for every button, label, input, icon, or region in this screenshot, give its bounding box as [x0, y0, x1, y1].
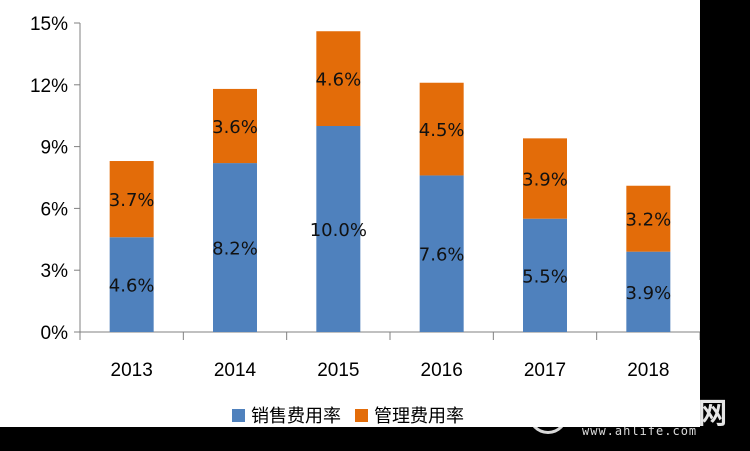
x-tick-label: 2016 [421, 360, 463, 381]
bar-segment-sales [626, 251, 671, 332]
watermark-title: 安徽生活网 [578, 396, 729, 430]
x-tick-label: 2014 [214, 360, 257, 381]
y-tick-label: 9% [41, 138, 69, 159]
data-label: 3.7% [109, 190, 155, 211]
stacked-bar-chart: 0% 3% 6% 9% 12% 15% 4.6% 3.7% 2013 8.2% 3.6% 2014 10… [30, 14, 700, 381]
x-tick-label: 2017 [524, 360, 566, 381]
watermark-logo-icon [528, 394, 568, 434]
data-label: 3.9% [522, 170, 568, 191]
data-label: 8.2% [212, 239, 258, 260]
x-tick-label: 2013 [111, 360, 153, 381]
y-tick-label: 3% [41, 261, 69, 282]
bar-segment-sales [109, 237, 154, 332]
bar-segment-sales [523, 218, 567, 332]
legend-swatch-sales [232, 408, 245, 422]
bar-segment-admin [316, 31, 361, 127]
legend-item-sales: 销售费用率 [232, 402, 341, 428]
chart-legend: 销售费用率 管理费用率 [232, 403, 464, 427]
bar-segment-sales [213, 163, 257, 332]
bar-segment-sales [316, 126, 361, 332]
legend-label-sales: 销售费用率 [251, 406, 341, 427]
legend-swatch-admin [355, 408, 368, 422]
bar-segment-admin [213, 88, 257, 164]
data-label: 7.6% [419, 245, 465, 266]
data-label: 10.0% [310, 220, 367, 241]
data-label: 3.9% [625, 283, 671, 304]
y-tick-label: 15% [30, 14, 68, 35]
bar-segment-sales [419, 175, 464, 332]
legend-item-admin: 管理费用率 [355, 402, 464, 428]
bar-segment-admin [523, 138, 567, 219]
bar-segment-admin [109, 161, 154, 238]
y-tick-label: 0% [41, 323, 69, 344]
data-label: 3.2% [625, 210, 671, 231]
bar-segment-admin [626, 185, 671, 252]
legend-label-admin: 管理费用率 [374, 406, 464, 427]
bar-segment-admin [419, 82, 464, 176]
data-label: 3.6% [212, 117, 258, 138]
data-label: 4.5% [419, 120, 465, 141]
x-tick-label: 2015 [317, 360, 359, 381]
data-label: 5.5% [522, 266, 568, 287]
x-tick-label: 2018 [627, 360, 669, 381]
watermark: 安徽生活网 www.ahlife.com [528, 388, 748, 444]
data-label: 4.6% [109, 276, 155, 297]
watermark-url: www.ahlife.com [582, 424, 698, 438]
y-tick-label: 6% [41, 199, 69, 220]
y-tick-label: 12% [30, 76, 68, 97]
data-label: 4.6% [315, 70, 361, 91]
